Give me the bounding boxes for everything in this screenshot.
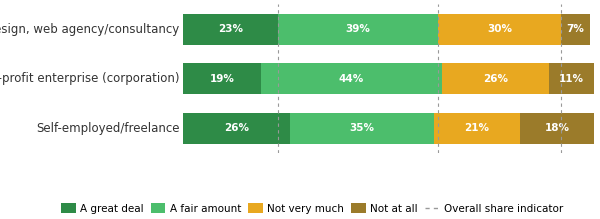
Text: 7%: 7% xyxy=(566,24,584,34)
Bar xyxy=(438,14,561,45)
Text: Design, web agency/consultancy: Design, web agency/consultancy xyxy=(0,23,179,36)
Bar xyxy=(561,14,590,45)
Bar xyxy=(434,113,520,144)
Text: 35%: 35% xyxy=(349,124,374,133)
Text: 26%: 26% xyxy=(483,74,508,84)
Text: 11%: 11% xyxy=(559,74,584,84)
Bar xyxy=(183,14,278,45)
Bar xyxy=(261,64,442,94)
Bar xyxy=(549,64,594,94)
Text: 19%: 19% xyxy=(209,74,235,84)
Text: 30%: 30% xyxy=(487,24,512,34)
Legend: A great deal, A fair amount, Not very much, Not at all, Overall share indicator: A great deal, A fair amount, Not very mu… xyxy=(61,203,563,214)
Bar xyxy=(278,14,438,45)
Text: 26%: 26% xyxy=(224,124,249,133)
Text: 39%: 39% xyxy=(345,24,370,34)
Text: 18%: 18% xyxy=(545,124,569,133)
Bar xyxy=(183,64,261,94)
Text: 23%: 23% xyxy=(218,24,243,34)
Bar xyxy=(520,113,594,144)
Text: Self-employed/freelance: Self-employed/freelance xyxy=(36,122,179,135)
Text: 44%: 44% xyxy=(339,74,364,84)
Bar xyxy=(290,113,434,144)
Bar xyxy=(442,64,549,94)
Bar xyxy=(183,113,290,144)
Text: 21%: 21% xyxy=(464,124,490,133)
Text: For-profit enterprise (corporation): For-profit enterprise (corporation) xyxy=(0,72,179,85)
